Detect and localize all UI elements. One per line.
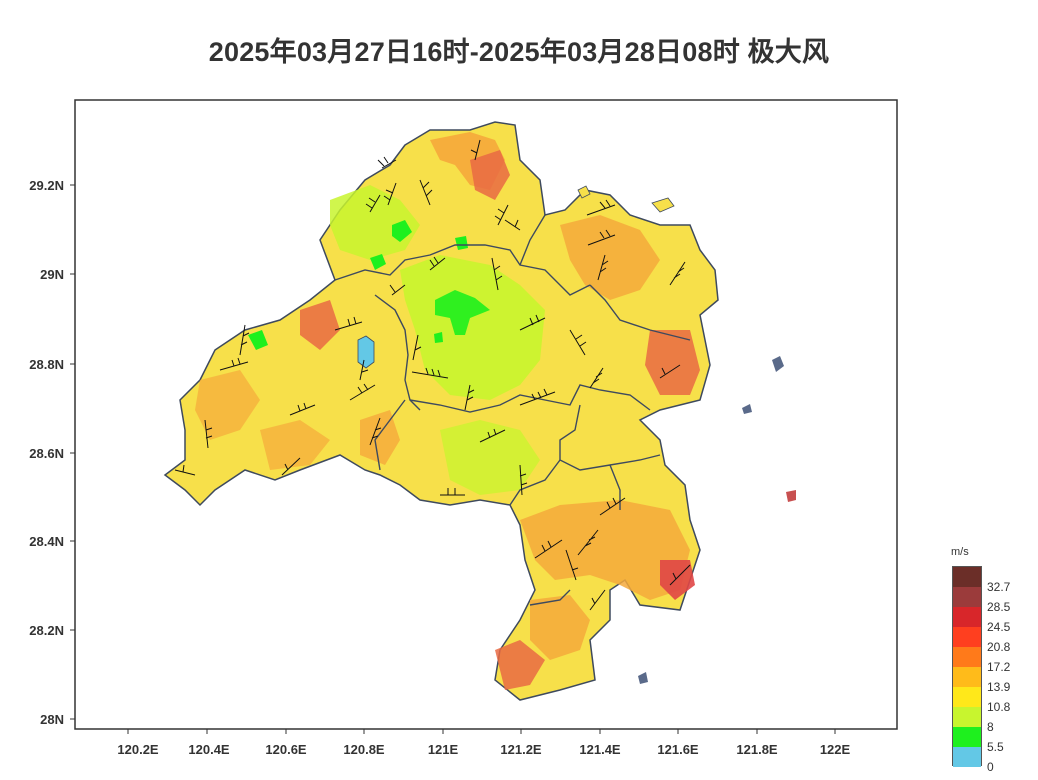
legend-swatch bbox=[953, 667, 981, 687]
legend-level-label: 24.5 bbox=[987, 620, 1011, 634]
y-tick-label: 28.6N bbox=[29, 446, 64, 461]
x-tick-label: 121.6E bbox=[657, 742, 699, 757]
legend-level-label: 20.8 bbox=[987, 640, 1011, 654]
y-tick-label: 29.2N bbox=[29, 178, 64, 193]
wind-barbs bbox=[174, 139, 691, 611]
x-axis: 120.2E 120.4E 120.6E 120.8E 121E 121.2E … bbox=[117, 729, 851, 757]
legend-swatch bbox=[953, 567, 981, 587]
region-shape bbox=[163, 121, 796, 701]
y-tick-label: 28.4N bbox=[29, 534, 64, 549]
legend-swatch bbox=[953, 707, 981, 727]
x-tick-label: 122E bbox=[820, 742, 851, 757]
legend-swatch bbox=[953, 687, 981, 707]
legend-level-label: 0 bbox=[987, 760, 994, 774]
x-tick-label: 120.2E bbox=[117, 742, 159, 757]
legend-swatch bbox=[953, 647, 981, 667]
x-tick-label: 120.4E bbox=[188, 742, 230, 757]
legend-swatch bbox=[953, 627, 981, 647]
county-boundaries bbox=[334, 214, 691, 606]
x-tick-label: 121E bbox=[428, 742, 459, 757]
legend-swatch bbox=[953, 607, 981, 627]
y-tick-label: 29N bbox=[40, 267, 64, 282]
legend-level-label: 32.7 bbox=[987, 580, 1011, 594]
map-title: 2025年03月27日16时-2025年03月28日08时 极大风 bbox=[208, 37, 830, 67]
legend-swatch bbox=[953, 747, 981, 767]
y-axis: 29.2N 29N 28.8N 28.6N 28.4N 28.2N 28N bbox=[29, 178, 75, 727]
x-tick-label: 120.8E bbox=[343, 742, 385, 757]
legend-level-label: 8 bbox=[987, 720, 994, 734]
x-tick-label: 121.2E bbox=[500, 742, 542, 757]
y-tick-label: 28.8N bbox=[29, 357, 64, 372]
legend-level-label: 10.8 bbox=[987, 700, 1011, 714]
color-legend bbox=[952, 566, 982, 767]
legend-unit: m/s bbox=[951, 546, 969, 558]
x-tick-label: 121.4E bbox=[579, 742, 621, 757]
legend-swatch bbox=[953, 727, 981, 747]
y-tick-label: 28N bbox=[40, 712, 64, 727]
y-tick-label: 28.2N bbox=[29, 623, 64, 638]
x-tick-label: 121.8E bbox=[736, 742, 778, 757]
legend-swatch bbox=[953, 587, 981, 607]
x-tick-label: 120.6E bbox=[265, 742, 307, 757]
legend-level-label: 5.5 bbox=[987, 740, 1004, 754]
legend-level-label: 28.5 bbox=[987, 600, 1011, 614]
legend-level-label: 17.2 bbox=[987, 660, 1011, 674]
legend-level-label: 13.9 bbox=[987, 680, 1011, 694]
